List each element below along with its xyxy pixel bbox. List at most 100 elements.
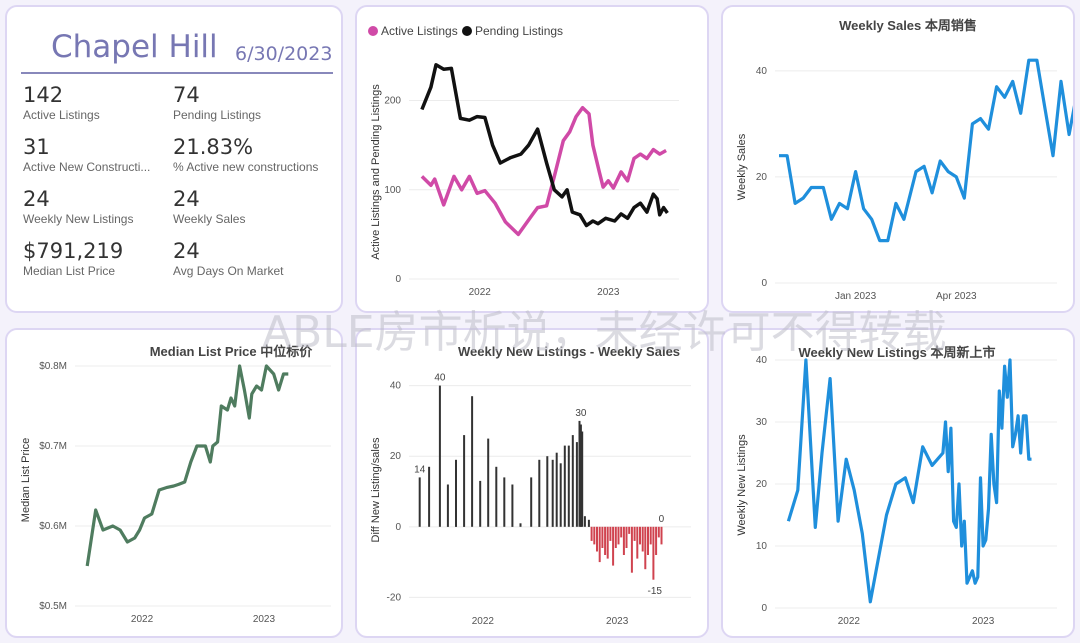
kpi-active-new-construction: 31 Active New Constructi... xyxy=(23,135,150,175)
bar xyxy=(655,526,658,555)
bar xyxy=(546,456,549,527)
data-label: 0 xyxy=(659,514,665,525)
data-label: 14 xyxy=(414,464,426,475)
bar xyxy=(609,526,612,541)
chart-title: Weekly New Listings - Weekly Sales xyxy=(458,344,680,359)
bar xyxy=(583,516,586,527)
weekly-sales-card: 0 20 40 Jan 2023 Apr 2023 Weekly Sales Weekly … xyxy=(721,5,1075,313)
kpi-value: 24 xyxy=(23,187,50,211)
x-tick-label: 2022 xyxy=(469,287,492,298)
y-tick-label: $0.7M xyxy=(39,441,67,452)
bar xyxy=(641,526,644,552)
y-axis-label: Weekly New Listings xyxy=(736,434,748,536)
bar xyxy=(567,445,570,527)
city-title: Chapel Hill xyxy=(51,29,218,65)
y-tick-label: $0.5M xyxy=(39,601,67,612)
bar xyxy=(649,526,652,545)
kpi-label: % Active new constructions xyxy=(173,160,319,174)
bar xyxy=(495,466,498,527)
y-tick-label: -20 xyxy=(387,592,402,603)
kpi-weekly-new-listings: 24 Weekly New Listings xyxy=(23,187,133,227)
series-line-active-listings xyxy=(420,105,667,237)
kpi-value: 21.83% xyxy=(173,135,254,159)
bar xyxy=(606,526,609,559)
bar xyxy=(455,459,457,527)
bar xyxy=(660,526,663,545)
y-tick-label: 40 xyxy=(390,381,402,392)
y-tick-label: 20 xyxy=(756,172,768,183)
x-tick-label: 2022 xyxy=(131,614,154,625)
kpi-value: 24 xyxy=(173,239,200,263)
bar xyxy=(538,459,541,527)
bar xyxy=(578,420,581,527)
series-line-weekly-new-listings xyxy=(786,358,1032,604)
bar xyxy=(622,526,625,555)
active-pending-card: 0 100 200 2022 2023 Active Listings and Pendi… xyxy=(355,5,709,313)
y-tick-label: 20 xyxy=(756,479,768,490)
data-label: 30 xyxy=(575,408,587,419)
legend-marker xyxy=(368,26,378,36)
median-price-card: $0.5M $0.6M $0.7M $0.8M 2022 2023 Median List … xyxy=(5,328,343,638)
y-axis-label: Diff New Listing/sales xyxy=(370,437,382,542)
x-tick-label: 2023 xyxy=(597,287,620,298)
kpi-label: Median List Price xyxy=(23,264,116,278)
kpi-card: Chapel Hill 6/30/2023 142 Active Listing… xyxy=(5,5,343,313)
bar xyxy=(575,442,578,527)
y-tick-label: 20 xyxy=(390,451,402,462)
new-listings-card: 0 10 20 30 40 2022 2023 Weekly New Listings Week… xyxy=(721,328,1075,638)
chart-title: Weekly New Listings 本周新上市 xyxy=(799,345,996,360)
bar xyxy=(628,526,631,534)
y-tick-label: 40 xyxy=(756,355,768,366)
kpi-label: Avg Days On Market xyxy=(173,264,284,278)
kpi-value: 74 xyxy=(173,83,200,107)
x-tick-label: 2023 xyxy=(606,616,629,627)
legend-label: Active Listings xyxy=(381,24,458,38)
bar xyxy=(601,526,604,548)
title-divider xyxy=(21,72,333,74)
kpi-label: Weekly New Listings xyxy=(23,212,134,226)
kpi-avg-days-on-market: 24 Avg Days On Market xyxy=(173,239,283,279)
weekly-sales-chart: 0 20 40 Jan 2023 Apr 2023 Weekly Sales Weekly … xyxy=(736,18,1073,302)
median-price-chart: $0.5M $0.6M $0.7M $0.8M 2022 2023 Median List … xyxy=(20,344,331,625)
series-line-median-list-price xyxy=(85,364,289,567)
bar xyxy=(471,396,474,527)
x-tick-label: 2022 xyxy=(472,616,495,627)
bar xyxy=(604,526,607,555)
bar xyxy=(593,526,596,545)
bar xyxy=(620,526,623,538)
y-tick-label: 0 xyxy=(395,274,401,285)
y-axis-label: Weekly Sales xyxy=(736,133,748,200)
y-tick-label: $0.6M xyxy=(39,521,67,532)
series-line-pending-listings xyxy=(420,63,669,228)
bar xyxy=(579,424,582,527)
bar xyxy=(598,526,601,563)
y-tick-label: 10 xyxy=(756,541,768,552)
kpi-active-listings: 142 Active Listings xyxy=(23,83,100,123)
bar xyxy=(511,484,514,527)
x-tick-label: 2022 xyxy=(838,616,861,627)
bar xyxy=(519,523,522,527)
bar xyxy=(617,526,620,545)
bar xyxy=(479,480,482,527)
bar xyxy=(639,526,641,545)
x-tick-label: 2023 xyxy=(253,614,276,625)
kpi-label: Active Listings xyxy=(23,108,100,122)
chart-title: Median List Price 中位标价 xyxy=(150,344,314,359)
y-tick-label: 40 xyxy=(756,66,768,77)
bar xyxy=(590,526,593,541)
new-listings-chart: 0 10 20 30 40 2022 2023 Weekly New Listings Week… xyxy=(736,345,1057,627)
bar xyxy=(652,526,655,580)
bar xyxy=(587,519,590,527)
bar xyxy=(559,463,562,527)
kpi-pending-listings: 74 Pending Listings xyxy=(173,83,261,123)
report-date: 6/30/2023 xyxy=(235,43,333,65)
kpi-value: 24 xyxy=(173,187,200,211)
bar xyxy=(581,431,584,527)
y-tick-label: 200 xyxy=(384,96,401,107)
kpi-label: Active New Constructi... xyxy=(23,160,151,174)
legend-marker xyxy=(462,26,472,36)
bar xyxy=(625,526,628,548)
bar xyxy=(530,477,533,527)
bar xyxy=(647,526,649,555)
y-tick-label: 0 xyxy=(395,522,401,533)
